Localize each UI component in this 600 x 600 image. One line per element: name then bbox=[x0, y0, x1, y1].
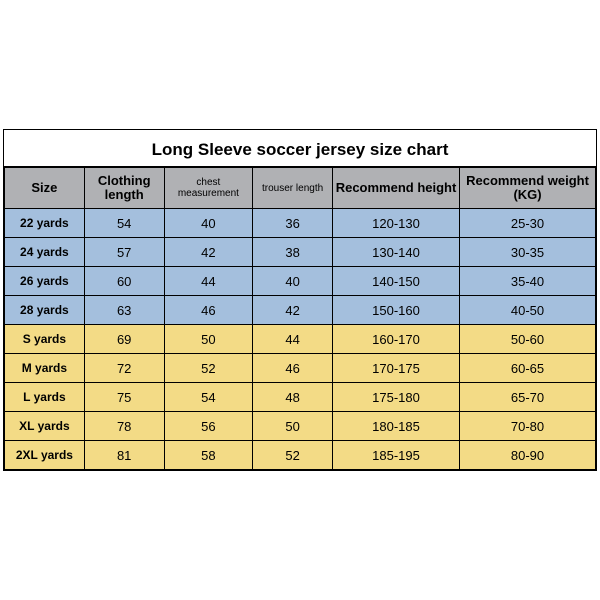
value-cell: 78 bbox=[84, 412, 164, 441]
value-cell: 75 bbox=[84, 383, 164, 412]
column-header: Recommend height bbox=[332, 168, 459, 209]
table-row: XL yards785650180-18570-80 bbox=[5, 412, 596, 441]
value-cell: 50-60 bbox=[460, 325, 596, 354]
value-cell: 46 bbox=[164, 296, 253, 325]
value-cell: 65-70 bbox=[460, 383, 596, 412]
value-cell: 60-65 bbox=[460, 354, 596, 383]
size-cell: 2XL yards bbox=[5, 441, 85, 470]
table-head: SizeClothing lengthchest measurementtrou… bbox=[5, 168, 596, 209]
value-cell: 35-40 bbox=[460, 267, 596, 296]
value-cell: 54 bbox=[84, 209, 164, 238]
table-row: 26 yards604440140-15035-40 bbox=[5, 267, 596, 296]
value-cell: 150-160 bbox=[332, 296, 459, 325]
column-header: chest measurement bbox=[164, 168, 253, 209]
value-cell: 175-180 bbox=[332, 383, 459, 412]
column-header: Recommend weight (KG) bbox=[460, 168, 596, 209]
page: Long Sleeve soccer jersey size chart Siz… bbox=[0, 0, 600, 600]
value-cell: 25-30 bbox=[460, 209, 596, 238]
chart-title: Long Sleeve soccer jersey size chart bbox=[4, 130, 596, 167]
value-cell: 63 bbox=[84, 296, 164, 325]
value-cell: 46 bbox=[253, 354, 333, 383]
size-cell: XL yards bbox=[5, 412, 85, 441]
table-row: 24 yards574238130-14030-35 bbox=[5, 238, 596, 267]
value-cell: 44 bbox=[164, 267, 253, 296]
value-cell: 72 bbox=[84, 354, 164, 383]
header-row: SizeClothing lengthchest measurementtrou… bbox=[5, 168, 596, 209]
value-cell: 50 bbox=[164, 325, 253, 354]
column-header: Size bbox=[5, 168, 85, 209]
table-row: 2XL yards815852185-19580-90 bbox=[5, 441, 596, 470]
table-body: 22 yards544036120-13025-3024 yards574238… bbox=[5, 209, 596, 470]
value-cell: 185-195 bbox=[332, 441, 459, 470]
value-cell: 36 bbox=[253, 209, 333, 238]
value-cell: 42 bbox=[164, 238, 253, 267]
value-cell: 50 bbox=[253, 412, 333, 441]
table-row: 22 yards544036120-13025-30 bbox=[5, 209, 596, 238]
table-row: M yards725246170-17560-65 bbox=[5, 354, 596, 383]
value-cell: 30-35 bbox=[460, 238, 596, 267]
size-cell: M yards bbox=[5, 354, 85, 383]
value-cell: 52 bbox=[253, 441, 333, 470]
value-cell: 160-170 bbox=[332, 325, 459, 354]
value-cell: 58 bbox=[164, 441, 253, 470]
value-cell: 70-80 bbox=[460, 412, 596, 441]
value-cell: 42 bbox=[253, 296, 333, 325]
value-cell: 44 bbox=[253, 325, 333, 354]
table-row: 28 yards634642150-16040-50 bbox=[5, 296, 596, 325]
value-cell: 180-185 bbox=[332, 412, 459, 441]
value-cell: 130-140 bbox=[332, 238, 459, 267]
value-cell: 170-175 bbox=[332, 354, 459, 383]
column-header: Clothing length bbox=[84, 168, 164, 209]
value-cell: 81 bbox=[84, 441, 164, 470]
value-cell: 52 bbox=[164, 354, 253, 383]
size-cell: 24 yards bbox=[5, 238, 85, 267]
value-cell: 38 bbox=[253, 238, 333, 267]
value-cell: 48 bbox=[253, 383, 333, 412]
value-cell: 57 bbox=[84, 238, 164, 267]
value-cell: 40-50 bbox=[460, 296, 596, 325]
value-cell: 54 bbox=[164, 383, 253, 412]
size-cell: 22 yards bbox=[5, 209, 85, 238]
value-cell: 40 bbox=[164, 209, 253, 238]
size-cell: S yards bbox=[5, 325, 85, 354]
value-cell: 69 bbox=[84, 325, 164, 354]
value-cell: 60 bbox=[84, 267, 164, 296]
column-header: trouser length bbox=[253, 168, 333, 209]
size-cell: 26 yards bbox=[5, 267, 85, 296]
value-cell: 40 bbox=[253, 267, 333, 296]
size-table: SizeClothing lengthchest measurementtrou… bbox=[4, 167, 596, 470]
table-row: L yards755448175-18065-70 bbox=[5, 383, 596, 412]
value-cell: 80-90 bbox=[460, 441, 596, 470]
table-row: S yards695044160-17050-60 bbox=[5, 325, 596, 354]
size-chart: Long Sleeve soccer jersey size chart Siz… bbox=[3, 129, 597, 471]
value-cell: 120-130 bbox=[332, 209, 459, 238]
size-cell: L yards bbox=[5, 383, 85, 412]
size-cell: 28 yards bbox=[5, 296, 85, 325]
value-cell: 56 bbox=[164, 412, 253, 441]
value-cell: 140-150 bbox=[332, 267, 459, 296]
